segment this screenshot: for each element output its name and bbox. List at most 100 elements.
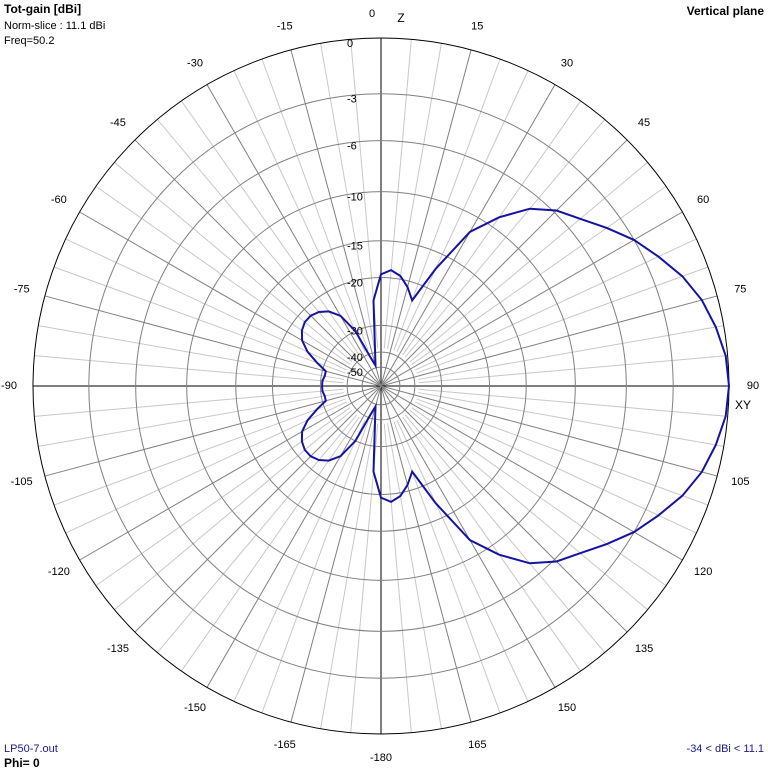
grid-spoke bbox=[380, 385, 628, 633]
minor-spoke bbox=[402, 416, 582, 672]
minor-spoke bbox=[393, 58, 501, 351]
axis-label-z: Z bbox=[397, 11, 404, 25]
minor-spoke bbox=[233, 420, 366, 702]
angle-tick-label: -15 bbox=[277, 21, 293, 33]
minor-spoke bbox=[383, 39, 412, 349]
minor-spoke bbox=[156, 414, 358, 653]
grid-spoke bbox=[79, 385, 382, 561]
angle-tick-label: -75 bbox=[14, 284, 30, 296]
range-label: -34 < dBi < 11.1 bbox=[687, 743, 764, 755]
minor-spoke bbox=[261, 421, 369, 714]
angle-tick-label: 105 bbox=[731, 476, 749, 488]
minor-spoke bbox=[404, 414, 606, 653]
minor-spoke bbox=[383, 423, 412, 733]
grid-spoke bbox=[134, 139, 382, 387]
minor-spoke bbox=[387, 43, 442, 349]
minor-spoke bbox=[416, 266, 709, 374]
minor-spoke bbox=[350, 39, 379, 349]
angle-tick-label: -180 bbox=[370, 752, 392, 764]
angle-tick-label: -120 bbox=[48, 566, 70, 578]
grid-ring bbox=[135, 140, 627, 632]
minor-spoke bbox=[418, 355, 728, 384]
minor-spoke bbox=[34, 355, 344, 384]
minor-spoke bbox=[402, 100, 582, 356]
angle-tick-label: -30 bbox=[187, 58, 203, 70]
angle-tick-label: -150 bbox=[184, 702, 206, 714]
angle-tick-label: -105 bbox=[11, 476, 33, 488]
minor-spoke bbox=[114, 161, 353, 363]
grid-spoke bbox=[380, 139, 628, 387]
angle-tick-label: -60 bbox=[51, 194, 67, 206]
minor-spoke bbox=[393, 421, 501, 714]
minor-spoke bbox=[38, 392, 344, 447]
minor-spoke bbox=[95, 185, 351, 365]
grid-ring bbox=[346, 351, 416, 421]
phi-label: Phi= 0 bbox=[4, 756, 40, 769]
radial-tick-label: -20 bbox=[347, 277, 363, 289]
radial-tick-label: -3 bbox=[347, 94, 357, 106]
angle-tick-label: 15 bbox=[471, 21, 483, 33]
angle-tick-label: 165 bbox=[468, 739, 486, 751]
axis-label-xy: XY bbox=[735, 398, 751, 412]
radial-tick-label: -6 bbox=[347, 141, 357, 153]
chart-title: Tot-gain [dBi] bbox=[4, 2, 81, 16]
angle-tick-label: 0 bbox=[369, 8, 375, 20]
minor-spoke bbox=[411, 185, 667, 365]
minor-spoke bbox=[156, 119, 358, 358]
grid-ring bbox=[186, 191, 576, 581]
minor-spoke bbox=[415, 238, 697, 371]
angle-tick-label: -135 bbox=[107, 643, 129, 655]
angle-tick-label: 120 bbox=[694, 566, 712, 578]
radial-tick-label: -40 bbox=[347, 352, 363, 364]
grid-ring bbox=[319, 324, 443, 448]
minor-spoke bbox=[350, 423, 379, 733]
radial-tick-label: -15 bbox=[347, 241, 363, 253]
grid-spoke bbox=[380, 295, 718, 387]
minor-spoke bbox=[233, 70, 366, 352]
grid-spoke bbox=[380, 385, 683, 561]
grid-spoke bbox=[44, 385, 382, 477]
angle-tick-label: -45 bbox=[110, 117, 126, 129]
grid-spoke bbox=[380, 49, 472, 387]
grid-spoke bbox=[134, 385, 382, 633]
radial-tick-label: 0 bbox=[347, 38, 353, 50]
plane-label: Vertical plane bbox=[687, 4, 765, 18]
grid-spoke bbox=[290, 385, 382, 723]
grid-spoke bbox=[206, 385, 382, 688]
angle-tick-label: 45 bbox=[638, 117, 650, 129]
minor-spoke bbox=[65, 401, 347, 534]
angle-tick-label: 75 bbox=[734, 284, 746, 296]
minor-spoke bbox=[418, 388, 728, 417]
pattern-line bbox=[300, 207, 731, 565]
angle-tick-label: -90 bbox=[1, 380, 17, 392]
angle-tick-label: 90 bbox=[747, 380, 759, 392]
minor-spoke bbox=[320, 43, 375, 349]
minor-spoke bbox=[34, 388, 344, 417]
minor-spoke bbox=[416, 398, 709, 506]
minor-spoke bbox=[387, 423, 442, 729]
minor-spoke bbox=[396, 420, 529, 702]
minor-spoke bbox=[418, 325, 724, 380]
file-label: LP50-7.out bbox=[4, 743, 58, 755]
angle-tick-label: 60 bbox=[697, 194, 709, 206]
grid-ring bbox=[88, 93, 674, 679]
minor-spoke bbox=[418, 392, 724, 447]
angle-tick-label: 135 bbox=[635, 643, 653, 655]
subtitle: Norm-slice : 11.1 dBi bbox=[4, 20, 105, 32]
minor-spoke bbox=[415, 401, 697, 534]
angle-tick-label: 150 bbox=[558, 702, 576, 714]
grid-ring bbox=[235, 240, 527, 532]
grid-spoke bbox=[79, 211, 382, 387]
minor-spoke bbox=[411, 407, 667, 587]
minor-spoke bbox=[95, 407, 351, 587]
grid-spoke bbox=[380, 385, 718, 477]
minor-spoke bbox=[180, 100, 360, 356]
minor-spoke bbox=[65, 238, 347, 371]
grid-spoke bbox=[206, 84, 382, 387]
subtitle: Freq=50.2 bbox=[4, 35, 54, 47]
grid-ring bbox=[361, 366, 401, 406]
minor-spoke bbox=[53, 266, 346, 374]
grid-spoke bbox=[290, 49, 382, 387]
grid-spoke bbox=[380, 211, 683, 387]
